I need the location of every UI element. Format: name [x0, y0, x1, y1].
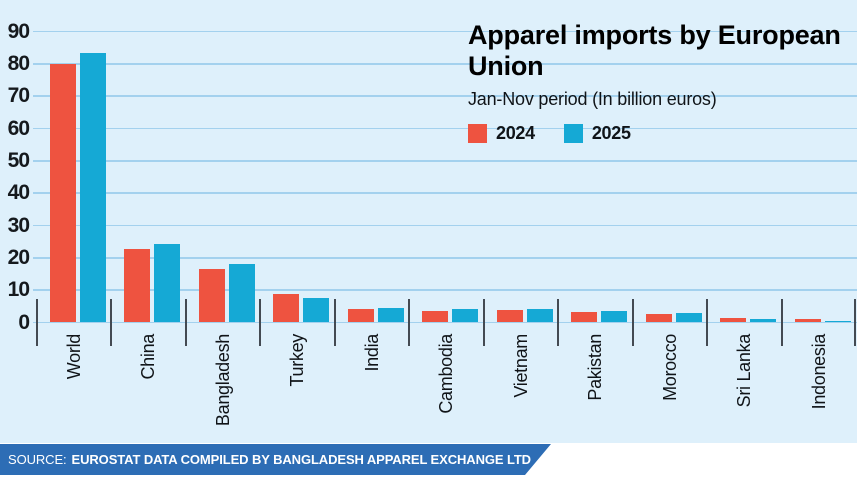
category-label-world: World — [63, 334, 84, 380]
category-label-turkey: Turkey — [287, 334, 308, 387]
plot-area: 0 10 20 30 40 50 60 70 80 90 World China Bangladesh T… — [7, 19, 857, 427]
bar-2025-vietnam — [526, 308, 553, 323]
legend-label-2024: 2024 — [496, 123, 535, 143]
x-axis-tick — [110, 299, 112, 346]
gridline-50 — [33, 160, 857, 162]
chart-subtitle: Jan-Nov period (In billion euros) — [468, 89, 717, 109]
y-axis-label-10: 10 — [7, 278, 30, 302]
chart-legend: 2024 2025 — [468, 123, 855, 144]
bar-2025-india — [377, 308, 404, 323]
bar-2025-turkey — [303, 297, 329, 323]
bar-2025-china — [154, 243, 180, 323]
bar-2024-india — [347, 309, 374, 323]
category-label-bangladesh: Bangladesh — [212, 334, 233, 427]
y-axis-label-30: 30 — [7, 213, 30, 237]
bar-2024-sri-lanka — [720, 318, 746, 323]
category-label-sri-lanka: Sri Lanka — [734, 334, 755, 408]
bar-2025-world — [79, 53, 106, 323]
gridline-80 — [33, 63, 857, 65]
bar-2025-pakistan — [601, 311, 627, 323]
gridline-20 — [33, 257, 857, 259]
category-label-cambodia: Cambodia — [436, 334, 457, 414]
legend-item-2024: 2024 — [468, 123, 535, 144]
bar-2024-turkey — [273, 294, 299, 323]
x-axis-tick — [184, 299, 187, 346]
bar-2024-pakistan — [571, 312, 597, 323]
bar-2025-indonesia — [824, 320, 851, 323]
bar-2024-cambodia — [422, 310, 448, 323]
bar-2024-world — [49, 63, 76, 323]
category-label-morocco: Morocco — [659, 334, 680, 401]
bar-2025-morocco — [675, 313, 702, 323]
x-axis-tick — [557, 299, 559, 346]
x-axis-tick — [35, 299, 38, 346]
bar-2025-cambodia — [452, 309, 478, 323]
legend-label-2025: 2025 — [591, 123, 631, 143]
chart-header: Apparel imports by European Union Jan-No… — [468, 20, 855, 144]
y-axis-label-90: 90 — [7, 19, 30, 43]
category-label-india: India — [361, 334, 382, 372]
legend-swatch-2024-icon — [468, 124, 487, 143]
chart-background: 0 10 20 30 40 50 60 70 80 90 World China Bangladesh T… — [0, 0, 857, 443]
x-axis-tick — [631, 299, 634, 346]
gridline-60 — [33, 127, 857, 130]
y-axis-label-70: 70 — [7, 84, 30, 108]
y-axis-label-50: 50 — [7, 148, 30, 172]
gridline-40 — [33, 192, 857, 194]
gridline-10 — [33, 289, 857, 291]
x-axis-tick — [482, 299, 485, 346]
bar-2024-china — [124, 249, 150, 323]
x-axis-tick — [408, 299, 410, 346]
gridline-90 — [33, 30, 857, 33]
y-axis-label-60: 60 — [7, 116, 30, 140]
y-axis-label-40: 40 — [7, 181, 30, 205]
bar-2024-vietnam — [496, 310, 523, 323]
y-axis-label-0: 0 — [18, 310, 30, 334]
legend-item-2025: 2025 — [563, 123, 631, 144]
bar-2025-sri-lanka — [750, 318, 776, 323]
x-axis-tick — [259, 299, 261, 346]
source-prefix: SOURCE: — [8, 452, 67, 467]
bar-2024-indonesia — [794, 319, 821, 323]
category-label-indonesia: Indonesia — [808, 334, 829, 410]
source-text: EUROSTAT DATA COMPILED BY BANGLADESH APP… — [71, 452, 531, 467]
category-label-vietnam: Vietnam — [510, 334, 531, 398]
x-axis-tick — [780, 299, 783, 346]
bar-2024-bangladesh — [198, 269, 225, 323]
gridline-0 — [33, 321, 857, 324]
x-axis-tick — [854, 299, 856, 346]
category-label-china: China — [138, 334, 159, 380]
y-axis-label-80: 80 — [7, 51, 30, 75]
gridline-30 — [33, 224, 857, 227]
bar-2024-morocco — [645, 314, 672, 323]
y-axis-label-20: 20 — [7, 245, 30, 269]
legend-swatch-2025-icon — [563, 124, 583, 143]
x-axis-tick — [706, 299, 708, 346]
x-axis-tick — [333, 299, 336, 346]
gridline-70 — [33, 95, 857, 97]
source-banner: SOURCE: EUROSTAT DATA COMPILED BY BANGLA… — [0, 444, 551, 475]
chart-title: Apparel imports by European Union — [468, 20, 841, 81]
category-label-pakistan: Pakistan — [585, 334, 606, 401]
bar-2025-bangladesh — [228, 263, 255, 323]
